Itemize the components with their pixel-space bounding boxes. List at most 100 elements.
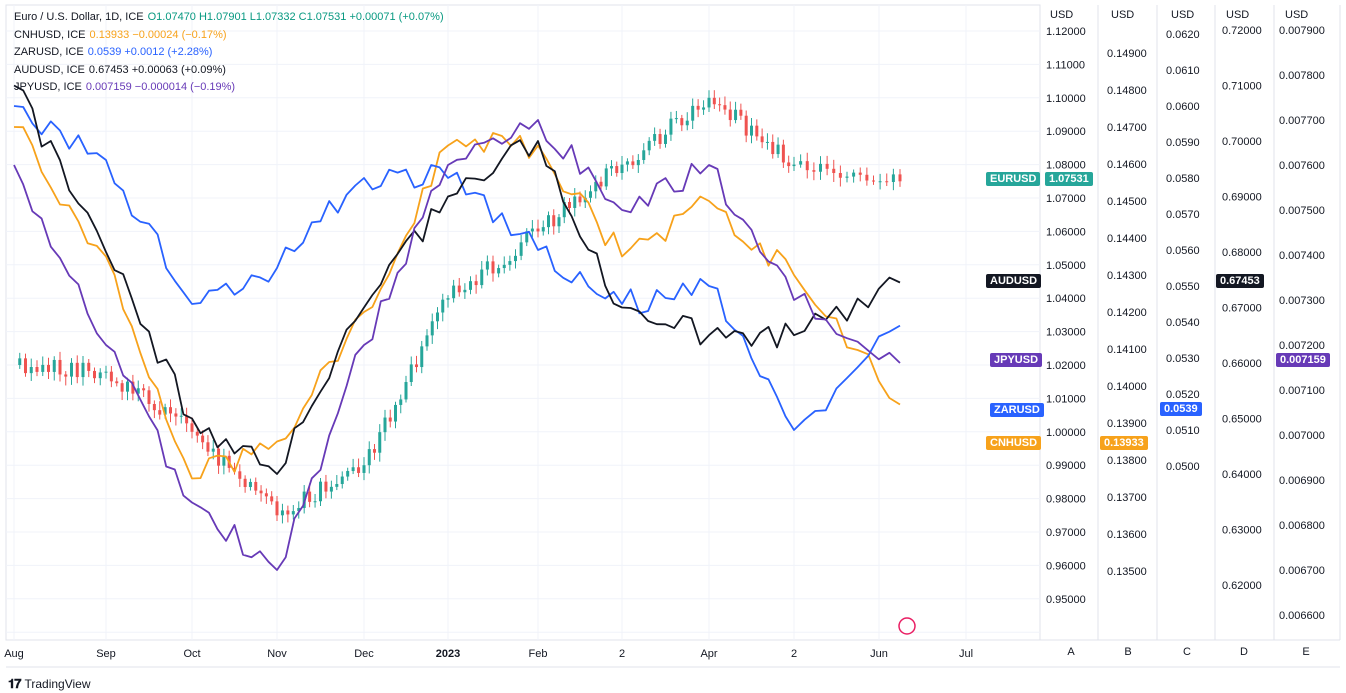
eurusd-candle-body xyxy=(696,105,700,110)
eurusd-candle-body xyxy=(211,448,215,452)
eurusd-candle-body xyxy=(409,364,413,383)
eurusd-candle-body xyxy=(578,196,582,203)
eurusd-candle-body xyxy=(771,141,775,155)
eurusd-candle-body xyxy=(620,164,624,174)
axis-b-tick: 0.14800 xyxy=(1107,85,1147,97)
eurusd-candle-body xyxy=(109,371,113,382)
tradingview-footer[interactable]: 𝟏𝟕 TradingView xyxy=(8,676,91,692)
eurusd-candle-body xyxy=(452,285,456,299)
axis-c-tick: 0.0590 xyxy=(1166,137,1200,149)
eurusd-candle-body xyxy=(174,413,178,417)
eurusd-candle-body xyxy=(35,366,39,372)
axis-b-tick: 0.14400 xyxy=(1107,233,1147,245)
x-tick-label: 2 xyxy=(619,648,625,660)
x-tick-label: Nov xyxy=(267,648,287,660)
axis-b-tick: 0.13600 xyxy=(1107,529,1147,541)
axis-a-tick: 1.00000 xyxy=(1046,427,1086,439)
axis-e-label[interactable]: E xyxy=(1302,646,1310,658)
eurusd-candle-body xyxy=(378,432,382,453)
axis-e-currency: USD xyxy=(1285,9,1309,21)
x-tick-label: 2 xyxy=(791,648,797,660)
eurusd-candle-body xyxy=(93,370,96,379)
axis-b-label[interactable]: B xyxy=(1124,646,1132,658)
eurusd-candle-body xyxy=(142,388,146,391)
axis-a-tick: 0.97000 xyxy=(1046,527,1086,539)
badge-cnhusd-label: CNHUSD xyxy=(986,436,1042,450)
eurusd-candle-body xyxy=(480,269,484,286)
axis-b-tick: 0.14900 xyxy=(1107,48,1147,60)
axis-e-tick: 0.006700 xyxy=(1279,565,1325,577)
eurusd-candle-body xyxy=(270,496,274,502)
eurusd-candle-body xyxy=(329,486,333,492)
axis-b-tick: 0.13500 xyxy=(1107,566,1147,578)
axis-b-tick: 0.14000 xyxy=(1107,381,1147,393)
eurusd-candle-body xyxy=(120,383,124,392)
eurusd-candle-body xyxy=(425,335,429,347)
eurusd-candle-body xyxy=(206,442,210,452)
badge-audusd-value: 0.67453 xyxy=(1216,274,1264,288)
eurusd-candle-body xyxy=(685,120,689,126)
eurusd-candle-body xyxy=(404,382,408,400)
axis-b-tick: 0.13800 xyxy=(1107,455,1147,467)
eurusd-candle-body xyxy=(760,136,764,143)
eurusd-candle-body xyxy=(702,107,706,110)
eurusd-candle-body xyxy=(29,366,33,374)
eurusd-candle-body xyxy=(832,168,836,174)
eurusd-candle-body xyxy=(825,163,829,169)
eurusd-candle-body xyxy=(81,362,85,378)
eurusd-candle-body xyxy=(739,109,743,116)
eurusd-candle-body xyxy=(680,118,684,126)
eurusd-candle-body xyxy=(152,404,156,411)
axis-c-label[interactable]: C xyxy=(1183,646,1191,658)
axis-e-tick: 0.007900 xyxy=(1279,25,1325,37)
eurusd-candle-body xyxy=(441,299,445,313)
axis-b-tick: 0.14300 xyxy=(1107,270,1147,282)
eurusd-candle-body xyxy=(243,478,247,488)
axis-a-tick: 1.10000 xyxy=(1046,93,1086,105)
axis-a-label[interactable]: A xyxy=(1067,646,1075,658)
eurusd-candle-body xyxy=(674,118,678,120)
axis-d-tick: 0.69000 xyxy=(1222,192,1262,204)
eurusd-candle-body xyxy=(485,261,489,270)
axis-a-tick: 0.98000 xyxy=(1046,494,1086,506)
badge-eurusd-label: EURUSD xyxy=(986,172,1041,186)
axis-c-tick: 0.0500 xyxy=(1166,461,1200,473)
axis-a-tick: 1.01000 xyxy=(1046,393,1086,405)
eurusd-candle-body xyxy=(781,144,785,163)
eurusd-candle-body xyxy=(222,455,226,466)
eurusd-candle-body xyxy=(491,261,495,274)
event-icon xyxy=(898,617,916,635)
legend-row-cnhusd[interactable]: CNHUSD, ICE 0.13933 −0.00024 (−0.17%) xyxy=(14,28,227,41)
axis-a-tick: 1.02000 xyxy=(1046,360,1086,372)
eurusd-candle-body xyxy=(474,281,478,286)
axis-e-tick: 0.006800 xyxy=(1279,520,1325,532)
eurusd-candle-body xyxy=(319,481,322,502)
eurusd-candle-body xyxy=(446,298,450,300)
eurusd-candle-body xyxy=(723,105,727,110)
legend-row-eurusd[interactable]: Euro / U.S. Dollar, 1D, ICE O1.07470 H1.0… xyxy=(14,11,444,23)
eurusd-candle-body xyxy=(297,507,301,512)
axis-c-currency: USD xyxy=(1171,9,1195,21)
eurusd-candle-body xyxy=(625,161,629,165)
eurusd-candle-body xyxy=(324,481,328,492)
axis-d-tick: 0.63000 xyxy=(1222,525,1262,537)
eurusd-candle-body xyxy=(238,471,242,479)
eurusd-candle-body xyxy=(259,490,263,494)
legend-row-audusd[interactable]: AUDUSD, ICE 0.67453 +0.00063 (+0.09%) xyxy=(14,63,226,76)
legend-row-zarusd[interactable]: ZARUSD, ICE 0.0539 +0.0012 (+2.28%) xyxy=(14,46,213,58)
eurusd-candle-body xyxy=(58,359,62,375)
axis-d-label[interactable]: D xyxy=(1240,646,1248,658)
axis-c-tick: 0.0610 xyxy=(1166,65,1200,77)
plot-area xyxy=(5,4,1041,641)
eurusd-candle-body xyxy=(631,161,635,166)
eurusd-candle-body xyxy=(373,449,376,453)
eurusd-candle-body xyxy=(872,180,875,182)
eurusd-candle-body xyxy=(541,227,545,232)
axis-d-tick: 0.71000 xyxy=(1222,81,1262,93)
legend-row-jpyusd[interactable]: JPYUSD, ICE 0.007159 −0.000014 (−0.19%) xyxy=(14,81,236,93)
eurusd-candle-body xyxy=(642,150,646,160)
axis-d-tick: 0.66000 xyxy=(1222,358,1262,370)
axis-b-tick: 0.14500 xyxy=(1107,196,1147,208)
axis-d-tick: 0.72000 xyxy=(1222,25,1262,37)
